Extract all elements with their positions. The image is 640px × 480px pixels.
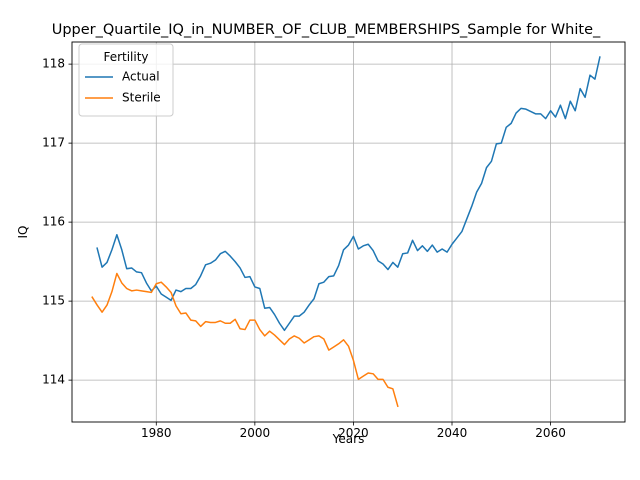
x-tick-label: 1980 bbox=[141, 426, 172, 440]
x-tick-label: 2040 bbox=[437, 426, 468, 440]
legend-label-sterile: Sterile bbox=[122, 91, 161, 105]
chart-title: Upper_Quartile_IQ_in_NUMBER_OF_CLUB_MEMB… bbox=[52, 22, 601, 38]
legend-label-actual: Actual bbox=[122, 70, 160, 84]
legend-title: Fertility bbox=[103, 50, 148, 64]
series-line-sterile bbox=[92, 273, 398, 406]
y-tick-label: 116 bbox=[42, 215, 65, 229]
x-tick-label: 2000 bbox=[240, 426, 271, 440]
x-axis-title: Years bbox=[332, 432, 365, 446]
y-axis-title: IQ bbox=[16, 226, 30, 239]
y-tick-label: 114 bbox=[42, 373, 65, 387]
x-tick-label: 2060 bbox=[535, 426, 566, 440]
y-tick-label: 118 bbox=[42, 57, 65, 71]
y-tick-label: 115 bbox=[42, 294, 65, 308]
y-tick-label: 117 bbox=[42, 136, 65, 150]
legend: Fertility Actual Sterile bbox=[79, 44, 173, 116]
